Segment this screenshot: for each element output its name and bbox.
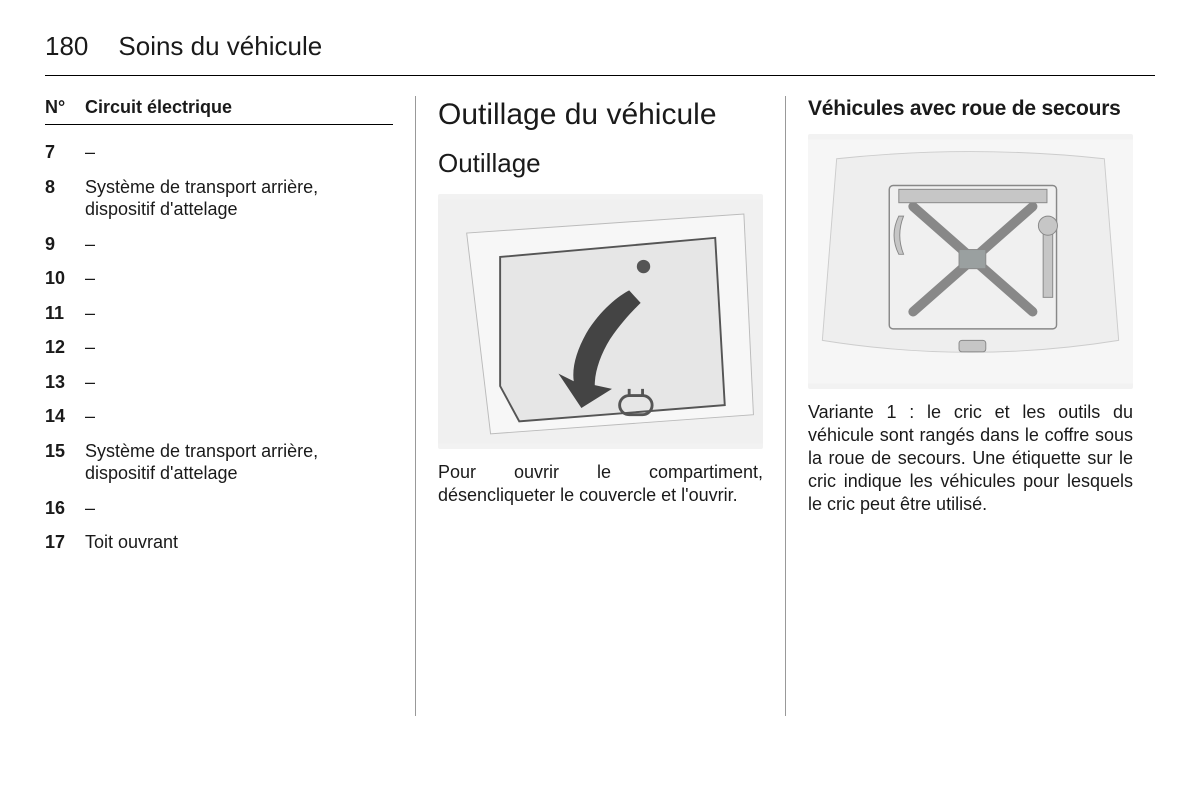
chapter-title: Soins du véhicule: [118, 30, 322, 63]
figure-compartment: [438, 194, 763, 449]
section-heading: Outillage du véhicule: [438, 96, 763, 134]
fuse-label: –: [85, 336, 393, 359]
table-row: 7–: [45, 135, 393, 170]
table-row: 13–: [45, 365, 393, 400]
table-header-number: N°: [45, 96, 73, 119]
fuse-number: 13: [45, 371, 73, 394]
table-row: 16–: [45, 491, 393, 526]
fuse-number: 16: [45, 497, 73, 520]
fuse-label: Système de transport arrière, dispositif…: [85, 176, 393, 221]
fuse-number: 12: [45, 336, 73, 359]
page-number: 180: [45, 30, 88, 63]
table-row: 17 Toit ouvrant: [45, 525, 393, 560]
fuse-number: 8: [45, 176, 73, 221]
figure-spare-wheel-tools: [808, 134, 1133, 389]
fuse-number: 17: [45, 531, 73, 554]
fuse-number: 9: [45, 233, 73, 256]
fuse-label: –: [85, 405, 393, 428]
table-row: 8 Système de transport arrière, dispositi…: [45, 170, 393, 227]
fuse-number: 15: [45, 440, 73, 485]
fuse-label: –: [85, 371, 393, 394]
fuse-label: Système de transport arrière, dispositif…: [85, 440, 393, 485]
column-left: N° Circuit électrique 7–8Système de tran…: [45, 96, 415, 716]
fuse-table-body: 7–8Système de transport arrière, disposi…: [45, 135, 393, 560]
paragraph-compartment: Pour ouvrir le compartiment, désenclique…: [438, 461, 763, 507]
table-row: 12–: [45, 330, 393, 365]
content-columns: N° Circuit électrique 7–8Système de tran…: [45, 96, 1155, 716]
fuse-label: –: [85, 302, 393, 325]
page-header: 180 Soins du véhicule: [45, 30, 1155, 76]
column-middle: Outillage du véhicule Outillage Pour ouv…: [415, 96, 785, 716]
subheading-spare-wheel: Véhicules avec roue de secours: [808, 96, 1133, 122]
fuse-number: 11: [45, 302, 73, 325]
fuse-number: 7: [45, 141, 73, 164]
fuse-label: –: [85, 233, 393, 256]
column-right: Véhicules avec roue de secours Variante …: [785, 96, 1155, 716]
fuse-label: –: [85, 267, 393, 290]
table-row: 11–: [45, 296, 393, 331]
fuse-table-header: N° Circuit électrique: [45, 96, 393, 126]
table-row: 9–: [45, 227, 393, 262]
table-row: 15 Système de transport arrière, disposit…: [45, 434, 393, 491]
paragraph-spare-wheel: Variante 1 : le cric et les outils du vé…: [808, 401, 1133, 516]
table-row: 10–: [45, 261, 393, 296]
fuse-label: –: [85, 497, 393, 520]
subsection-heading: Outillage: [438, 147, 763, 180]
table-header-label: Circuit électrique: [85, 96, 393, 119]
fuse-number: 10: [45, 267, 73, 290]
fuse-label: Toit ouvrant: [85, 531, 393, 554]
fuse-label: –: [85, 141, 393, 164]
fuse-number: 14: [45, 405, 73, 428]
table-row: 14–: [45, 399, 393, 434]
